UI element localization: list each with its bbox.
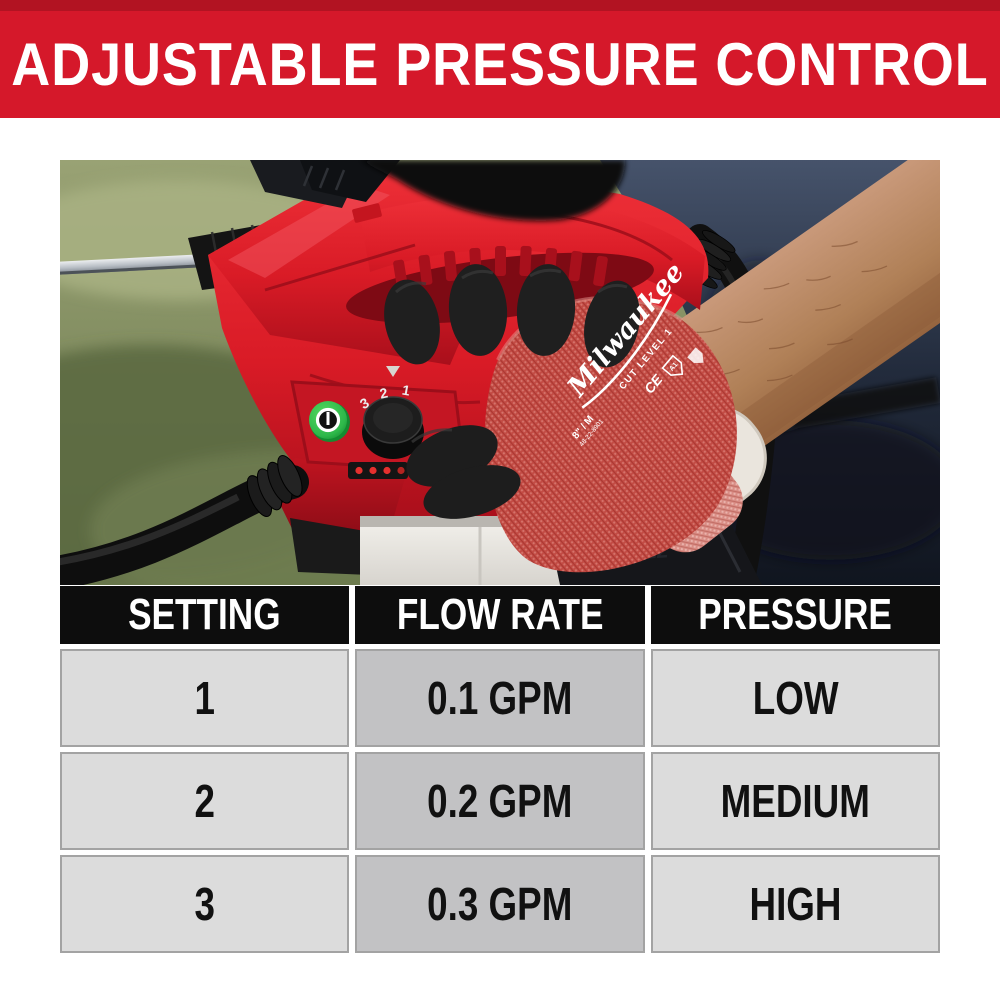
table-cell-setting-3: 3 xyxy=(60,855,350,953)
header-cell-setting: SETTING xyxy=(60,586,350,644)
table-cell-flow-1: 0.1 GPM xyxy=(355,649,645,747)
cell-value: 0.1 GPM xyxy=(427,672,573,724)
cell-value: LOW xyxy=(752,672,839,724)
ansi-shield-icon: A1 xyxy=(661,354,684,376)
cell-value: 2 xyxy=(194,775,215,827)
hose-left xyxy=(60,455,309,585)
battery-gauge xyxy=(348,462,408,479)
header-label: FLOW RATE xyxy=(396,590,604,639)
table-cell-pressure-3: HIGH xyxy=(650,855,940,953)
cell-value: 1 xyxy=(194,672,215,724)
svg-text:A1: A1 xyxy=(668,361,679,372)
header-cell-flow-rate: FLOW RATE xyxy=(355,586,645,644)
svg-text:1: 1 xyxy=(401,382,412,399)
power-icon xyxy=(315,407,341,433)
cell-value: HIGH xyxy=(749,878,842,930)
header-label: PRESSURE xyxy=(698,590,893,639)
upper-glove-silhouette xyxy=(360,160,626,221)
en388-shield-icon xyxy=(687,347,704,364)
table-cell-pressure-1: LOW xyxy=(650,649,940,747)
title-banner: ADJUSTABLE PRESSURE CONTROL xyxy=(0,0,1000,118)
table-cell-pressure-2: MEDIUM xyxy=(650,752,940,850)
hose-connector xyxy=(246,455,303,518)
glove xyxy=(384,264,767,573)
table-cell-setting-2: 2 xyxy=(60,752,350,850)
forearm xyxy=(641,160,940,481)
cell-value: 0.2 GPM xyxy=(427,775,573,827)
logo-underline-swoosh xyxy=(581,293,673,409)
trigger-clip xyxy=(352,203,382,223)
header-label: SETTING xyxy=(128,590,281,639)
control-panel: 3 2 1 xyxy=(290,366,467,479)
banner-top-strip xyxy=(0,0,1000,11)
table-cell-setting-1: 1 xyxy=(60,649,350,747)
power-button xyxy=(309,401,350,442)
mode-dial: 3 2 1 xyxy=(357,366,424,459)
spec-table-body: 1 0.1 GPM LOW 2 0.2 GPM MEDIUM 3 0.3 GPM… xyxy=(60,649,940,953)
trigger-assembly xyxy=(250,160,400,223)
cell-value: 3 xyxy=(194,878,215,930)
table-cell-flow-3: 0.3 GPM xyxy=(355,855,645,953)
glove-back xyxy=(484,297,737,573)
product-photo: M12 xyxy=(60,160,940,585)
dial-indicator-icon xyxy=(386,366,400,377)
glove-fingertips xyxy=(384,264,640,368)
glove-thumb xyxy=(406,425,521,519)
cell-value: 0.3 GPM xyxy=(427,878,573,930)
page-title: ADJUSTABLE PRESSURE CONTROL xyxy=(0,11,1000,118)
cell-value: MEDIUM xyxy=(720,775,870,827)
spec-table-header: SETTING FLOW RATE PRESSURE xyxy=(60,586,940,644)
svg-text:2: 2 xyxy=(378,384,389,401)
table-cell-flow-2: 0.2 GPM xyxy=(355,752,645,850)
page-title-text: ADJUSTABLE PRESSURE CONTROL xyxy=(11,31,989,98)
header-cell-pressure: PRESSURE xyxy=(650,586,940,644)
arm-hair xyxy=(669,240,888,382)
